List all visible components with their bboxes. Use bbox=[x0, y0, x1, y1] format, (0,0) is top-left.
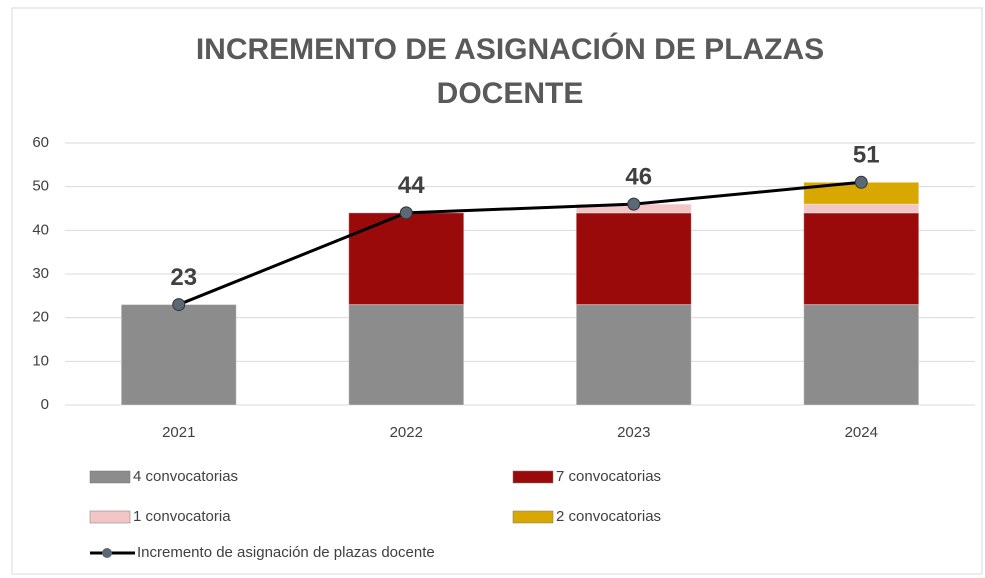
data-label: 46 bbox=[625, 163, 652, 190]
y-tick-label: 20 bbox=[32, 309, 49, 326]
y-tick-label: 40 bbox=[32, 221, 49, 238]
bar-segment bbox=[803, 203, 920, 214]
bar-segment bbox=[803, 304, 920, 406]
legend-swatch bbox=[512, 470, 554, 484]
bar-segment bbox=[575, 212, 692, 306]
chart-title: INCREMENTO DE ASIGNACIÓN DE PLAZAS DOCEN… bbox=[195, 33, 825, 110]
legend-swatch bbox=[512, 510, 554, 524]
x-tick-label: 2024 bbox=[845, 424, 878, 441]
legend-marker bbox=[102, 548, 112, 558]
line-series bbox=[178, 180, 862, 306]
y-tick-label: 10 bbox=[32, 352, 49, 369]
legend-label: 4 convocatorias bbox=[133, 468, 238, 485]
x-tick-label: 2021 bbox=[162, 424, 195, 441]
legend-swatch bbox=[89, 510, 131, 524]
chart-border bbox=[11, 7, 983, 575]
y-tick-label: 50 bbox=[32, 178, 49, 195]
x-tick-label: 2023 bbox=[617, 424, 650, 441]
data-label: 51 bbox=[853, 142, 880, 169]
line-marker bbox=[627, 197, 641, 211]
line-marker bbox=[399, 206, 413, 220]
legend-label: Incremento de asignación de plazas docen… bbox=[137, 544, 435, 561]
y-tick-label: 30 bbox=[32, 265, 49, 282]
legend-label: 7 convocatorias bbox=[556, 468, 661, 485]
line-marker bbox=[172, 298, 186, 312]
data-label: 23 bbox=[170, 264, 197, 291]
data-label: 44 bbox=[398, 172, 425, 199]
bar-segment bbox=[575, 304, 692, 406]
bar-segment bbox=[348, 304, 465, 406]
x-tick-label: 2022 bbox=[390, 424, 423, 441]
y-tick-label: 60 bbox=[32, 134, 49, 151]
line-marker bbox=[854, 175, 868, 189]
legend-label: 1 convocatoria bbox=[133, 508, 231, 525]
legend-swatch bbox=[89, 470, 131, 484]
bar-segment bbox=[348, 212, 465, 306]
bar-segment bbox=[120, 304, 237, 406]
legend-label: 2 convocatorias bbox=[556, 508, 661, 525]
bar-segment bbox=[803, 212, 920, 306]
y-tick-label: 0 bbox=[41, 396, 49, 413]
